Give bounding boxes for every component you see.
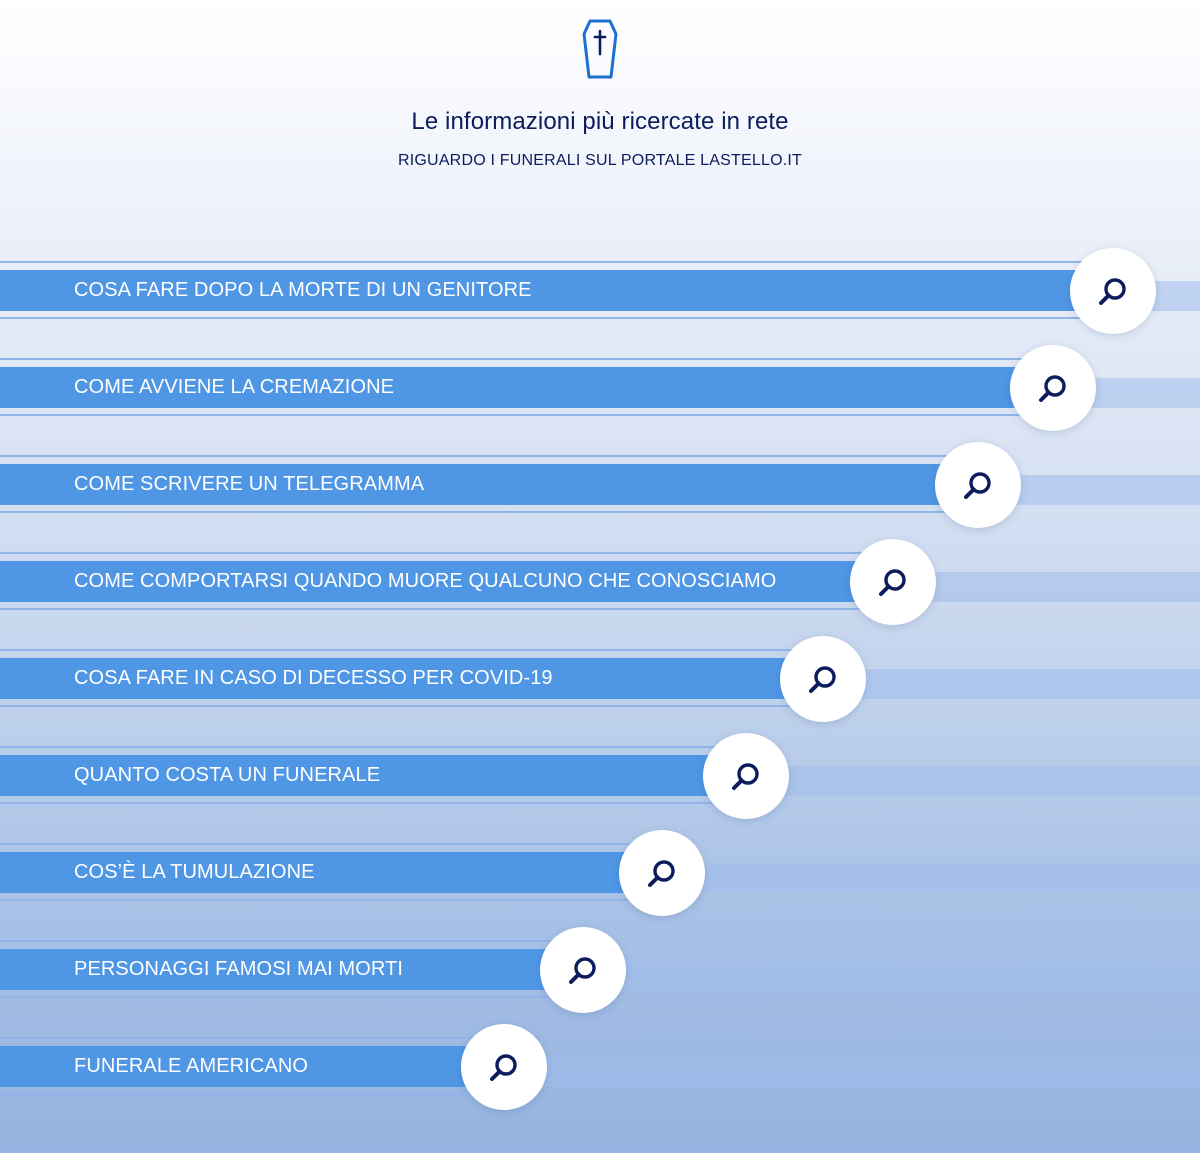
divider-line (0, 940, 560, 942)
search-icon (879, 569, 906, 596)
divider-line (0, 414, 1030, 416)
bar-track (746, 766, 1200, 796)
list-item[interactable]: QUANTO COSTA UN FUNERALE (0, 733, 1200, 819)
list-item-label[interactable]: COME COMPORTARSI QUANDO MUORE QUALCUNO C… (74, 570, 777, 592)
list-item-bar[interactable] (0, 464, 978, 505)
divider-line (0, 608, 870, 610)
search-icon (490, 1054, 517, 1081)
bar-track (504, 1057, 1200, 1087)
divider-line (0, 511, 955, 513)
header: Le informazioni più ricercate in rete RI… (0, 0, 1200, 200)
search-button[interactable] (780, 636, 866, 722)
search-icon (732, 763, 759, 790)
divider-line (0, 455, 955, 457)
list-item[interactable]: COSA FARE IN CASO DI DECESSO PER COVID-1… (0, 636, 1200, 722)
search-button[interactable] (935, 442, 1021, 528)
divider-line (0, 552, 870, 554)
search-button[interactable] (461, 1024, 547, 1110)
list-item-label[interactable]: COME SCRIVERE UN TELEGRAMMA (74, 473, 425, 495)
divider-line (0, 802, 723, 804)
search-icon (569, 957, 596, 984)
search-button[interactable] (1010, 345, 1096, 431)
list-item[interactable]: COME COMPORTARSI QUANDO MUORE QUALCUNO C… (0, 539, 1200, 625)
divider-line (0, 317, 1090, 319)
divider-line (0, 261, 1090, 263)
list-item-label[interactable]: COME AVVIENE LA CREMAZIONE (74, 376, 395, 398)
bar-track (893, 572, 1200, 602)
page-subtitle: RIGUARDO I FUNERALI SUL PORTALE LASTELLO… (398, 152, 802, 169)
divider-line (0, 358, 1030, 360)
search-button[interactable] (619, 830, 705, 916)
list-item-bar[interactable] (0, 755, 746, 796)
coffin-icon (582, 19, 618, 79)
list-item[interactable]: COS’È LA TUMULAZIONE (0, 830, 1200, 916)
bar-track (662, 863, 1200, 893)
search-icon (1039, 375, 1066, 402)
list-item-label[interactable]: PERSONAGGI FAMOSI MAI MORTI (74, 958, 404, 980)
list-item-label[interactable]: QUANTO COSTA UN FUNERALE (74, 764, 381, 786)
list-item-bar[interactable] (0, 561, 893, 602)
search-button[interactable] (540, 927, 626, 1013)
list-item-bar[interactable] (0, 1046, 504, 1087)
divider-line (0, 649, 800, 651)
list-item-label[interactable]: COSA FARE IN CASO DI DECESSO PER COVID-1… (74, 667, 553, 689)
list-item-label[interactable]: FUNERALE AMERICANO (74, 1055, 309, 1077)
list-item-label[interactable]: COS’È LA TUMULAZIONE (74, 861, 315, 883)
divider-line (0, 1037, 481, 1039)
list-item[interactable]: COME AVVIENE LA CREMAZIONE (0, 345, 1200, 431)
bar-track (823, 669, 1200, 699)
divider-line (0, 899, 639, 901)
bar-track (583, 960, 1200, 990)
divider-line (0, 705, 800, 707)
list-item-bar[interactable] (0, 367, 1053, 408)
list-item[interactable]: FUNERALE AMERICANO (0, 1024, 1200, 1110)
list-item[interactable]: COME SCRIVERE UN TELEGRAMMA (0, 442, 1200, 528)
list-item-bar[interactable] (0, 852, 662, 893)
page-title: Le informazioni più ricercate in rete (411, 108, 789, 135)
list-item-label[interactable]: COSA FARE DOPO LA MORTE DI UN GENITORE (74, 279, 532, 301)
search-icon (809, 666, 836, 693)
list-item-bar[interactable] (0, 270, 1113, 311)
search-button[interactable] (850, 539, 936, 625)
divider-line (0, 996, 560, 998)
search-button[interactable] (1070, 248, 1156, 334)
divider-line (0, 1093, 481, 1095)
search-icon (964, 472, 991, 499)
search-icon (648, 860, 675, 887)
list-item[interactable]: COSA FARE DOPO LA MORTE DI UN GENITORE (0, 248, 1200, 334)
search-icon (1099, 278, 1126, 305)
list-item-bar[interactable] (0, 949, 583, 990)
list-item[interactable]: PERSONAGGI FAMOSI MAI MORTI (0, 927, 1200, 1013)
search-button[interactable] (703, 733, 789, 819)
list-item-bar[interactable] (0, 658, 823, 699)
divider-line (0, 843, 639, 845)
divider-line (0, 746, 723, 748)
